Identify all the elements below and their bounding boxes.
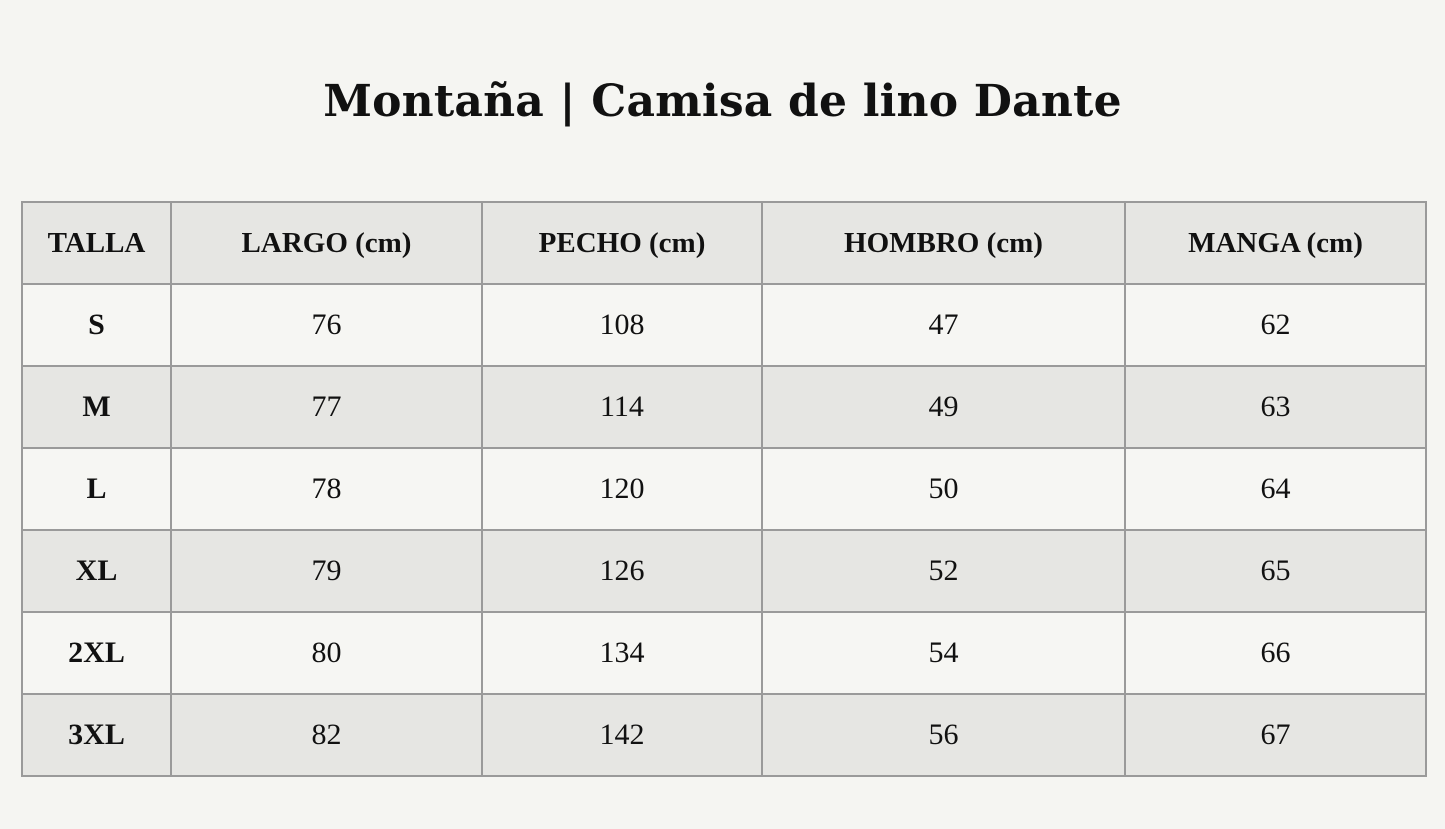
size-cell: 2XL <box>21 611 172 695</box>
manga-cell: 62 <box>1124 283 1427 367</box>
hombro-cell: 54 <box>761 611 1126 695</box>
hombro-cell: 56 <box>761 693 1126 777</box>
table-row: 2XL 80 134 54 66 <box>21 611 1427 695</box>
size-cell: M <box>21 365 172 449</box>
page-title: Montaña | Camisa de lino Dante <box>323 76 1122 127</box>
hombro-cell: 52 <box>761 529 1126 613</box>
header-hombro: HOMBRO (cm) <box>761 201 1126 285</box>
size-chart-table: TALLA LARGO (cm) PECHO (cm) HOMBRO (cm) … <box>21 201 1427 777</box>
pecho-cell: 126 <box>481 529 763 613</box>
manga-cell: 66 <box>1124 611 1427 695</box>
header-pecho: PECHO (cm) <box>481 201 763 285</box>
table-row: XL 79 126 52 65 <box>21 529 1427 613</box>
manga-cell: 65 <box>1124 529 1427 613</box>
largo-cell: 82 <box>170 693 483 777</box>
header-manga: MANGA (cm) <box>1124 201 1427 285</box>
hombro-cell: 47 <box>761 283 1126 367</box>
header-largo: LARGO (cm) <box>170 201 483 285</box>
size-cell: 3XL <box>21 693 172 777</box>
largo-cell: 76 <box>170 283 483 367</box>
size-cell: S <box>21 283 172 367</box>
size-cell: L <box>21 447 172 531</box>
size-cell: XL <box>21 529 172 613</box>
pecho-cell: 108 <box>481 283 763 367</box>
table-row: S 76 108 47 62 <box>21 283 1427 367</box>
pecho-cell: 134 <box>481 611 763 695</box>
pecho-cell: 120 <box>481 447 763 531</box>
pecho-cell: 142 <box>481 693 763 777</box>
table-header-row: TALLA LARGO (cm) PECHO (cm) HOMBRO (cm) … <box>21 201 1427 285</box>
table-row: L 78 120 50 64 <box>21 447 1427 531</box>
manga-cell: 67 <box>1124 693 1427 777</box>
hombro-cell: 49 <box>761 365 1126 449</box>
largo-cell: 78 <box>170 447 483 531</box>
header-talla: TALLA <box>21 201 172 285</box>
largo-cell: 79 <box>170 529 483 613</box>
table-row: M 77 114 49 63 <box>21 365 1427 449</box>
table-row: 3XL 82 142 56 67 <box>21 693 1427 777</box>
hombro-cell: 50 <box>761 447 1126 531</box>
manga-cell: 64 <box>1124 447 1427 531</box>
largo-cell: 80 <box>170 611 483 695</box>
manga-cell: 63 <box>1124 365 1427 449</box>
largo-cell: 77 <box>170 365 483 449</box>
pecho-cell: 114 <box>481 365 763 449</box>
